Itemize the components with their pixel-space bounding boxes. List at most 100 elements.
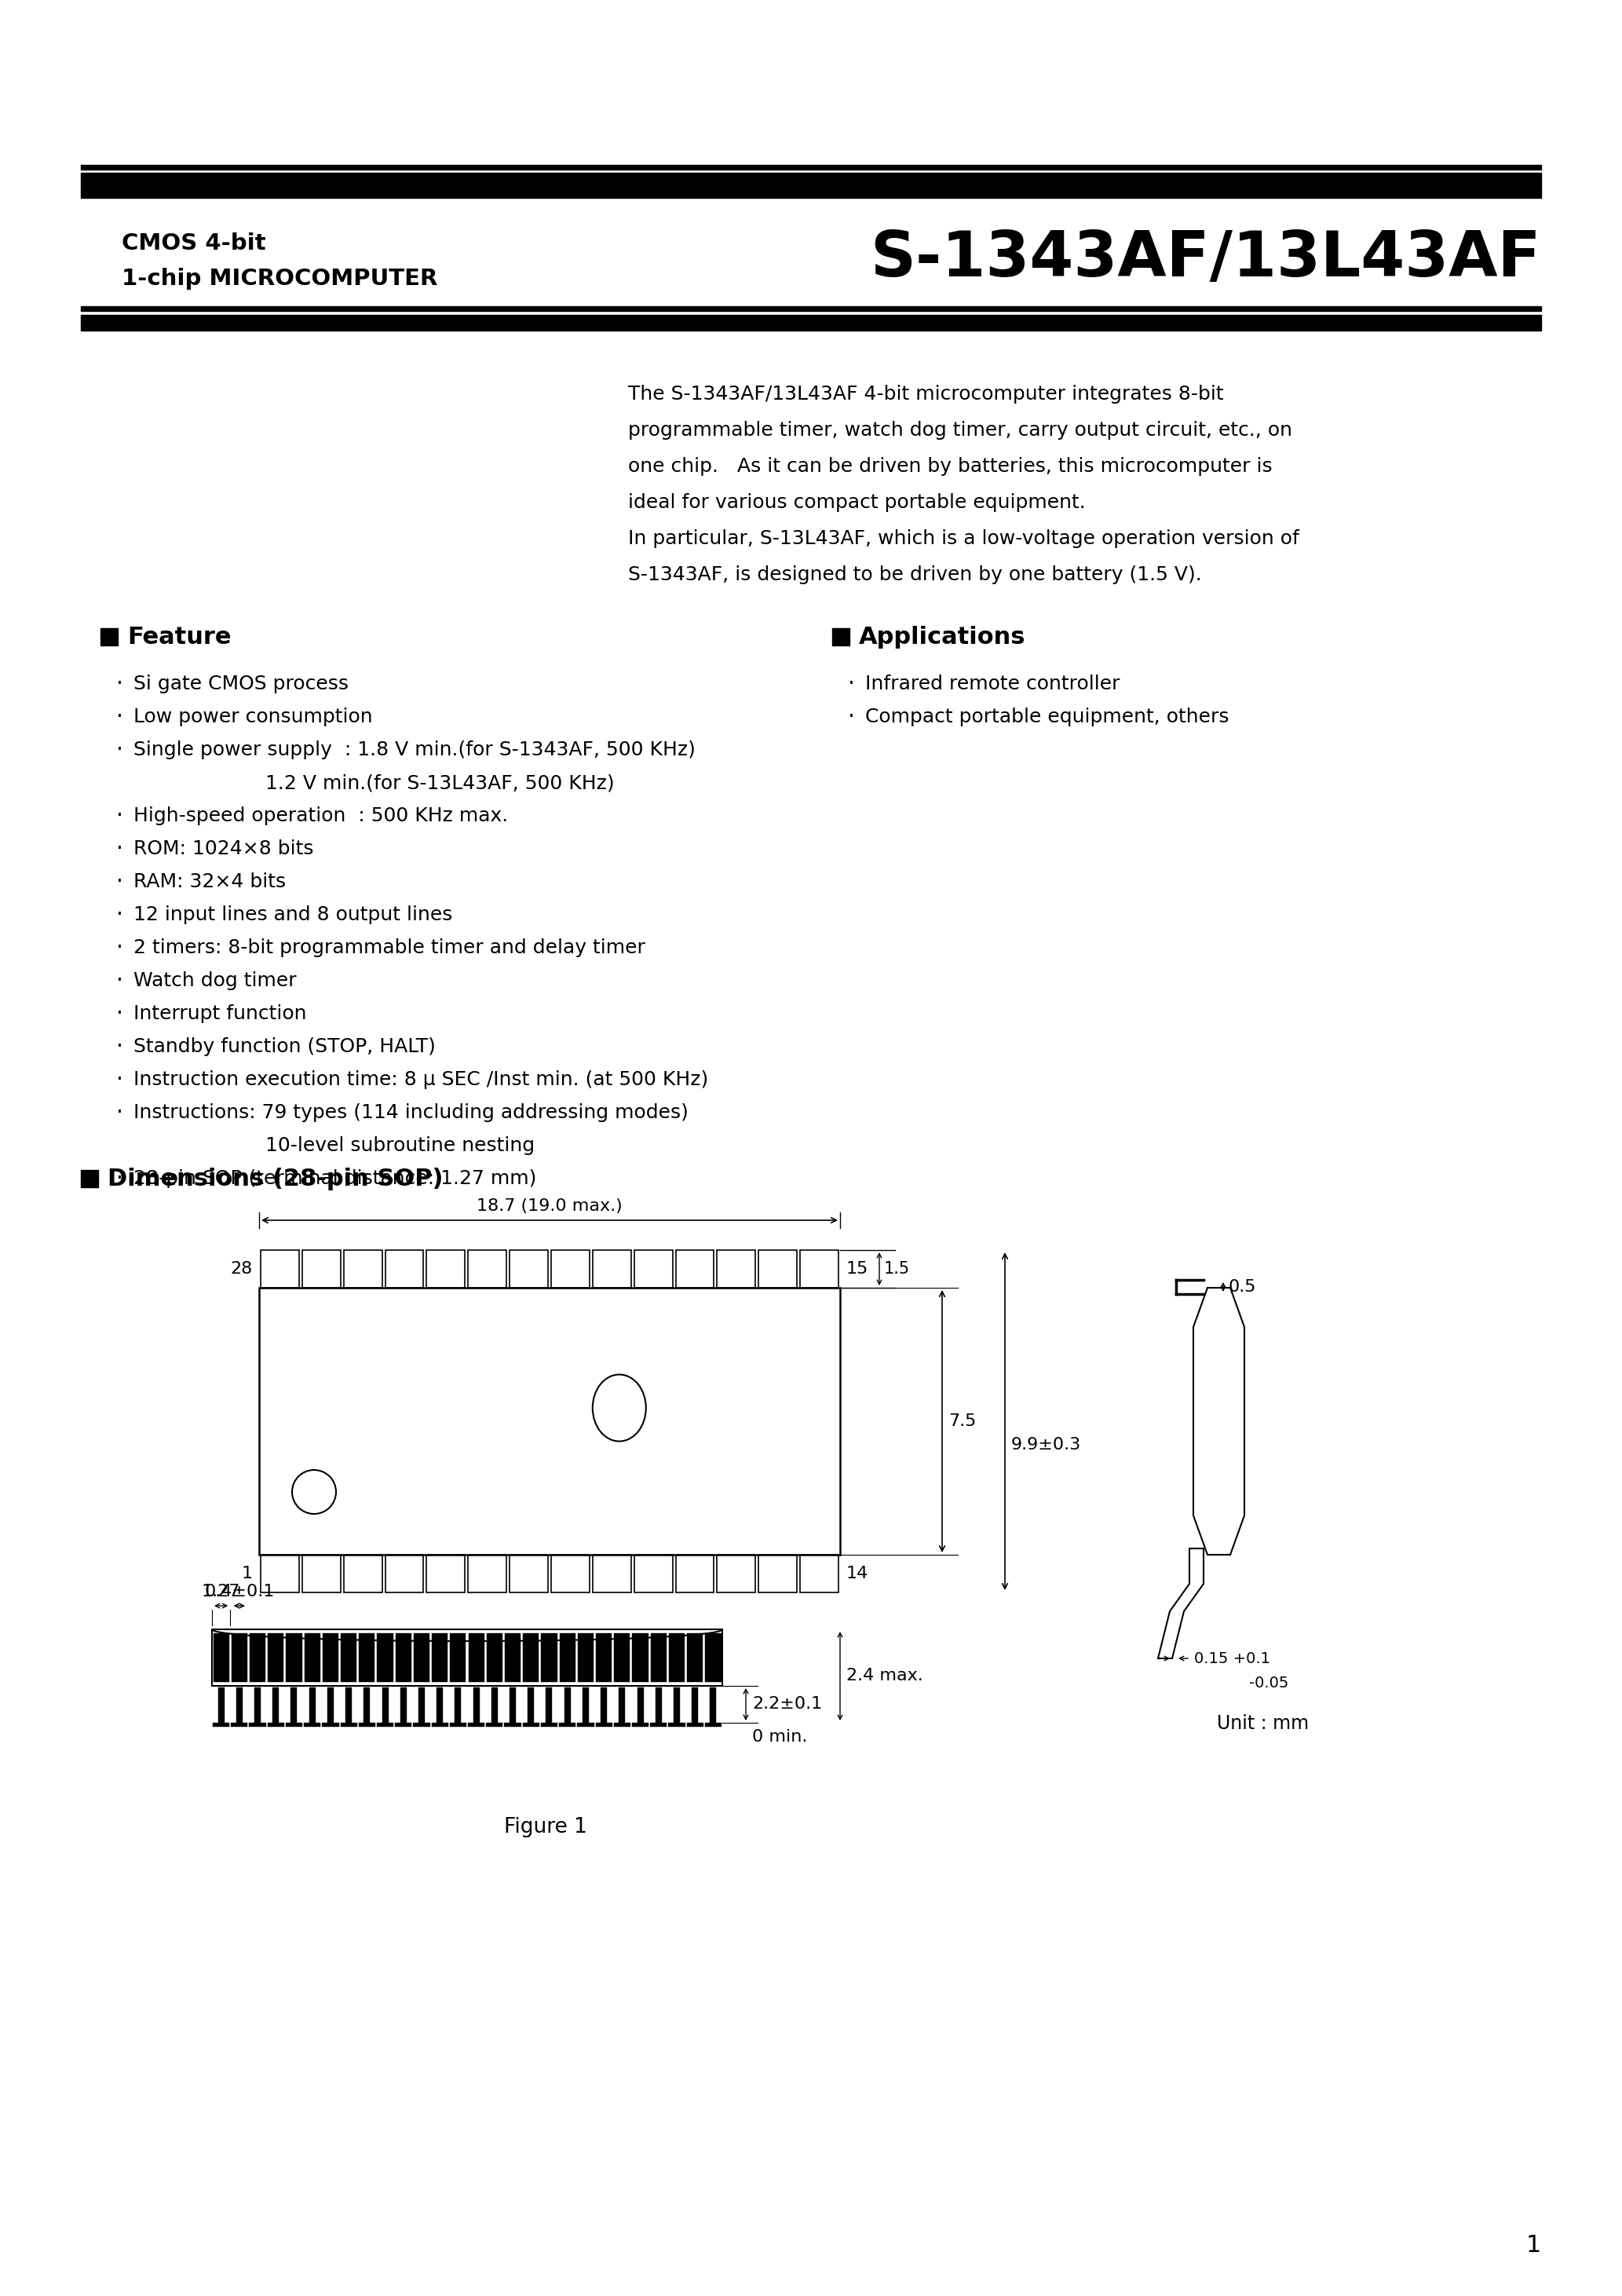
Bar: [358, 1722, 375, 1727]
Text: one chip.   As it can be driven by batteries, this microcomputer is: one chip. As it can be driven by batteri…: [628, 457, 1272, 475]
Text: 10-level subroutine nesting: 10-level subroutine nesting: [266, 1137, 535, 1155]
Bar: [384, 1554, 423, 1593]
Text: ·: ·: [117, 1003, 123, 1024]
Bar: [427, 1249, 466, 1288]
Bar: [305, 1632, 320, 1683]
Text: 1: 1: [1526, 2234, 1541, 2257]
Text: Low power consumption: Low power consumption: [133, 707, 373, 726]
Text: -0.05: -0.05: [1249, 1676, 1288, 1690]
Text: Applications: Applications: [860, 625, 1025, 647]
Text: ·: ·: [117, 705, 123, 728]
Bar: [693, 1688, 697, 1722]
Bar: [633, 1722, 649, 1727]
Bar: [261, 1554, 298, 1593]
Text: ·: ·: [117, 870, 123, 893]
Text: ·: ·: [117, 1068, 123, 1091]
Bar: [522, 1632, 539, 1683]
Bar: [688, 1632, 702, 1683]
Bar: [469, 1632, 485, 1683]
Bar: [673, 1688, 680, 1722]
Text: ·: ·: [117, 1102, 123, 1123]
Bar: [592, 1554, 631, 1593]
Bar: [381, 1688, 388, 1722]
Bar: [302, 1554, 341, 1593]
Text: 14: 14: [847, 1566, 868, 1582]
Bar: [706, 1632, 722, 1683]
Text: ·: ·: [117, 806, 123, 827]
Text: 1-chip MICROCOMPUTER: 1-chip MICROCOMPUTER: [122, 269, 438, 289]
Bar: [759, 1249, 796, 1288]
Bar: [577, 1632, 594, 1683]
Bar: [676, 1554, 714, 1593]
Bar: [328, 1688, 334, 1722]
Bar: [595, 1632, 611, 1683]
Bar: [384, 1249, 423, 1288]
Bar: [449, 1632, 466, 1683]
Text: 18.7 (19.0 max.): 18.7 (19.0 max.): [477, 1199, 623, 1215]
Bar: [527, 1688, 534, 1722]
Bar: [504, 1722, 521, 1727]
Bar: [268, 1632, 284, 1683]
Bar: [620, 1688, 624, 1722]
Bar: [832, 629, 850, 645]
Text: Watch dog timer: Watch dog timer: [133, 971, 297, 990]
Text: In particular, S-13L43AF, which is a low-voltage operation version of: In particular, S-13L43AF, which is a low…: [628, 530, 1299, 549]
Text: Instructions: 79 types (114 including addressing modes): Instructions: 79 types (114 including ad…: [133, 1104, 688, 1123]
Bar: [261, 1249, 298, 1288]
Bar: [551, 1249, 589, 1288]
Text: 1.2 V min.(for S-13L43AF, 500 KHz): 1.2 V min.(for S-13L43AF, 500 KHz): [266, 774, 615, 792]
Bar: [268, 1722, 284, 1727]
Text: 0.15 +0.1: 0.15 +0.1: [1194, 1651, 1270, 1667]
Bar: [582, 1688, 589, 1722]
Bar: [323, 1722, 339, 1727]
Bar: [345, 1688, 352, 1722]
Text: CMOS 4-bit: CMOS 4-bit: [122, 232, 266, 255]
Text: The S-1343AF/13L43AF 4-bit microcomputer integrates 8-bit: The S-1343AF/13L43AF 4-bit microcomputer…: [628, 386, 1223, 404]
Bar: [81, 315, 1541, 331]
Bar: [431, 1632, 448, 1683]
Bar: [540, 1722, 558, 1727]
Bar: [592, 1249, 631, 1288]
Text: 1.5: 1.5: [884, 1261, 910, 1277]
Text: 15: 15: [847, 1261, 869, 1277]
Bar: [706, 1722, 722, 1727]
Bar: [431, 1722, 448, 1727]
Bar: [250, 1722, 266, 1727]
Text: ·: ·: [848, 705, 855, 728]
Bar: [237, 1688, 242, 1722]
Bar: [717, 1554, 756, 1593]
Bar: [650, 1722, 667, 1727]
Bar: [378, 1632, 393, 1683]
Bar: [396, 1722, 412, 1727]
Bar: [81, 165, 1541, 170]
Text: Single power supply  : 1.8 V min.(for S-1343AF, 500 KHz): Single power supply : 1.8 V min.(for S-1…: [133, 742, 696, 760]
Bar: [509, 1554, 548, 1593]
Bar: [504, 1632, 521, 1683]
Text: 12 input lines and 8 output lines: 12 input lines and 8 output lines: [133, 905, 453, 925]
Bar: [401, 1688, 407, 1722]
Bar: [436, 1688, 443, 1722]
Bar: [560, 1722, 576, 1727]
Bar: [676, 1249, 714, 1288]
Bar: [615, 1632, 629, 1683]
Text: S-1343AF, is designed to be driven by one battery (1.5 V).: S-1343AF, is designed to be driven by on…: [628, 565, 1202, 583]
Bar: [547, 1688, 551, 1722]
Bar: [418, 1688, 425, 1722]
Text: programmable timer, watch dog timer, carry output circuit, etc., on: programmable timer, watch dog timer, car…: [628, 420, 1293, 441]
Text: Figure 1: Figure 1: [504, 1816, 587, 1837]
Bar: [509, 1688, 516, 1722]
Bar: [81, 1171, 99, 1187]
Text: S-1343AF/13L43AF: S-1343AF/13L43AF: [871, 230, 1541, 289]
Text: ROM: 1024×8 bits: ROM: 1024×8 bits: [133, 840, 313, 859]
Text: 1.27: 1.27: [201, 1584, 240, 1600]
Bar: [303, 1722, 321, 1727]
Bar: [686, 1722, 704, 1727]
Text: Infrared remote controller: Infrared remote controller: [865, 675, 1119, 693]
Text: ·: ·: [848, 673, 855, 696]
Bar: [655, 1688, 662, 1722]
Text: ideal for various compact portable equipment.: ideal for various compact portable equip…: [628, 494, 1085, 512]
Bar: [469, 1554, 506, 1593]
Bar: [290, 1688, 297, 1722]
Bar: [376, 1722, 394, 1727]
Bar: [344, 1554, 383, 1593]
